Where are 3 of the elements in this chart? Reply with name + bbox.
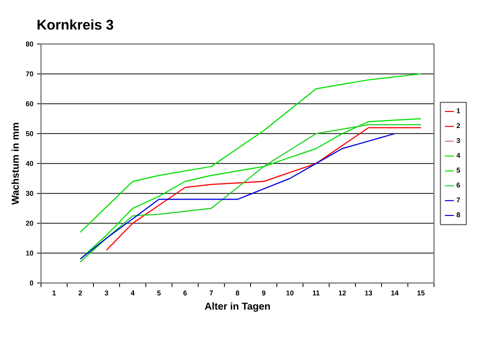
chart-title: Kornkreis 3 <box>38 19 114 30</box>
x-axis-title: Alter in Tagen <box>204 302 270 312</box>
y-axis-title: Wachstum in mm <box>11 122 19 205</box>
